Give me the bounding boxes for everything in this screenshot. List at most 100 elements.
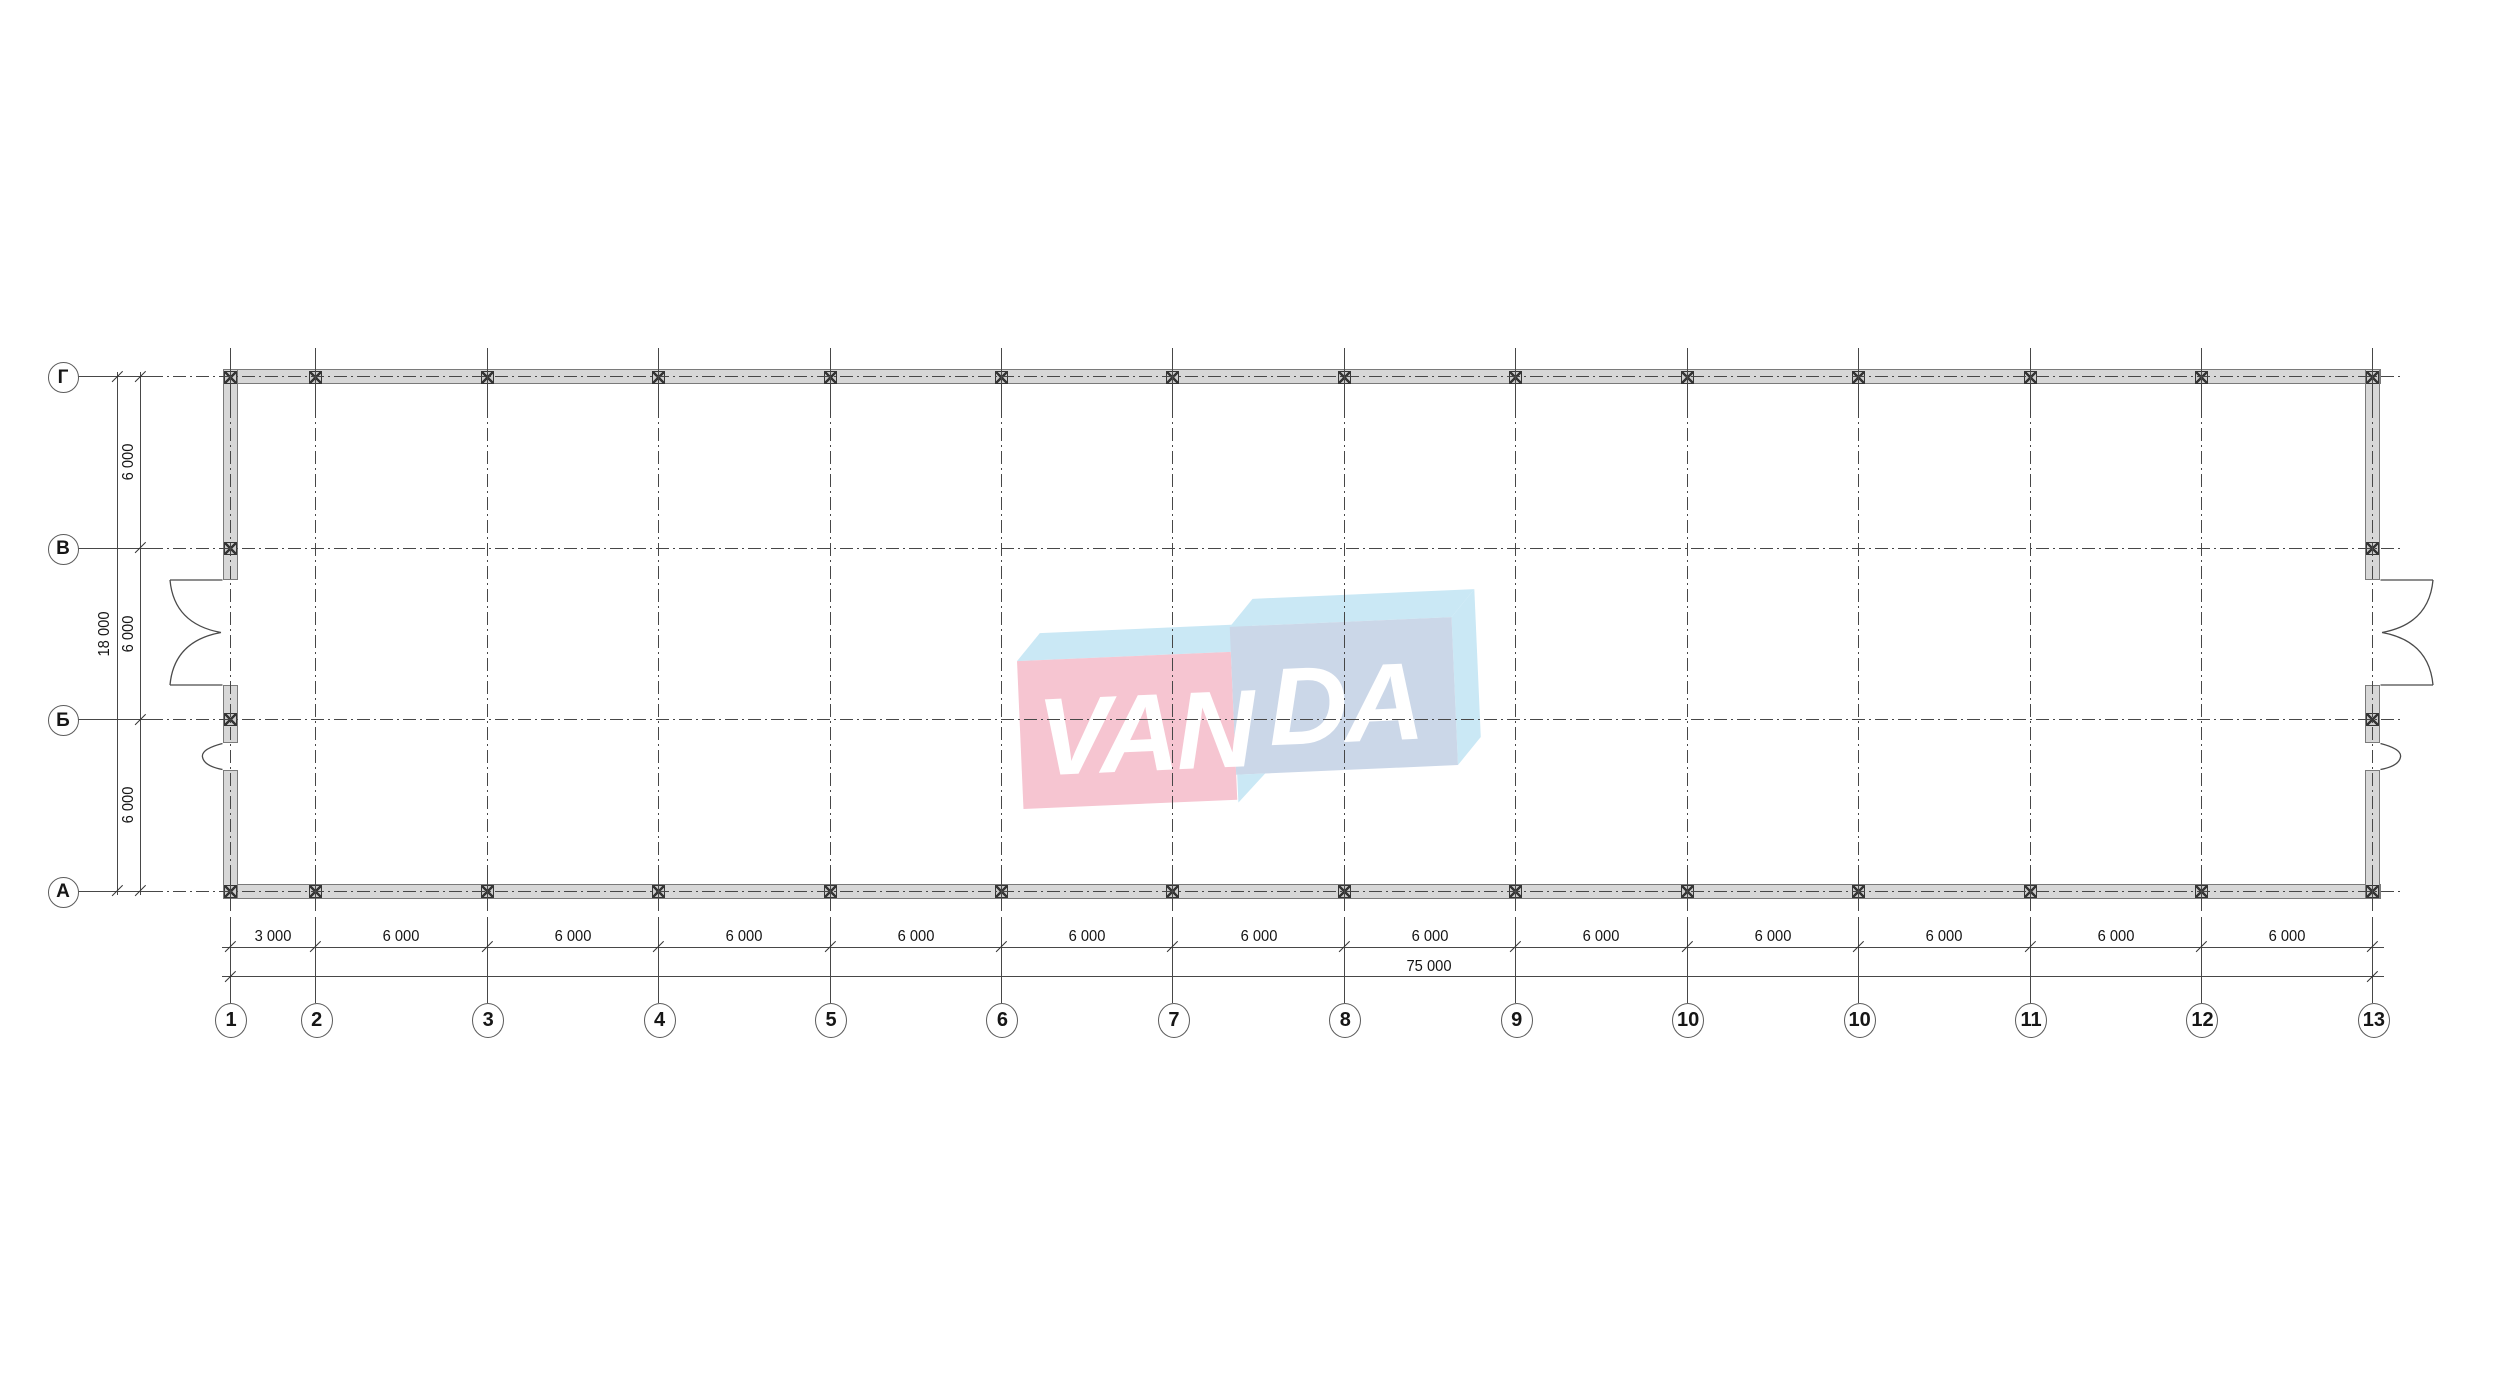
column-axis-line bbox=[1515, 405, 1517, 868]
column-bubble: 2 bbox=[300, 1003, 333, 1038]
column-axis-line bbox=[1000, 868, 1002, 911]
dimension-label-bottom-bay: 6 000 bbox=[1411, 928, 1449, 945]
dimension-label-bottom-bay: 6 000 bbox=[897, 928, 935, 945]
dimension-line-bottom-bays bbox=[222, 946, 2384, 948]
dimension-label-bottom-bay: 6 000 bbox=[1754, 928, 1792, 945]
row-axis-line bbox=[150, 719, 2400, 720]
column-axis-line bbox=[2200, 868, 2202, 911]
dimension-line-left-total bbox=[117, 372, 118, 895]
column-bubble: 7 bbox=[1157, 1003, 1190, 1038]
dimension-line-left-bays bbox=[139, 372, 141, 895]
column-axis-line bbox=[1858, 405, 1860, 868]
extension-line bbox=[315, 917, 317, 1003]
extension-line bbox=[829, 917, 831, 1003]
column-axis-line bbox=[486, 405, 488, 868]
row-bubble-label: Б bbox=[56, 709, 70, 731]
extension-line bbox=[1686, 917, 1688, 1003]
column-axis-line bbox=[229, 405, 231, 868]
extension-line bbox=[2372, 917, 2374, 1003]
column-axis-line bbox=[1686, 405, 1688, 868]
column-bubble: 4 bbox=[643, 1003, 676, 1038]
column-bubble-label: 4 bbox=[654, 1009, 666, 1031]
dimension-label-left-bay: 6 000 bbox=[119, 786, 137, 824]
column-bubble-label: 10 bbox=[1677, 1009, 1700, 1031]
column-bubble: 8 bbox=[1329, 1003, 1362, 1038]
double-door-left-swing-arcs bbox=[169, 579, 222, 686]
column-bubble: 11 bbox=[2015, 1003, 2048, 1038]
column-bubble-label: 13 bbox=[2362, 1009, 2386, 1031]
dimension-label-bottom-bay: 6 000 bbox=[554, 928, 592, 945]
pink-box-top-face bbox=[1017, 623, 1254, 662]
row-bubble-label: А bbox=[56, 881, 70, 902]
row-bubble: А bbox=[47, 876, 79, 908]
column-bubble: 3 bbox=[472, 1003, 505, 1038]
dimension-label-bottom-total: 75 000 bbox=[1406, 957, 1452, 975]
column-bubble: 1 bbox=[215, 1003, 247, 1038]
column-bubble-label: 6 bbox=[996, 1009, 1008, 1031]
column-axis-line bbox=[1343, 405, 1345, 868]
dimension-line-bottom-total bbox=[222, 976, 2384, 977]
extension-line bbox=[2029, 917, 2031, 1003]
double-door-right-leaves bbox=[2380, 579, 2433, 686]
dimension-label-bottom-bay: 6 000 bbox=[2097, 928, 2135, 945]
blue-box-top-face bbox=[1229, 589, 1475, 627]
column-axis-line bbox=[2372, 405, 2374, 868]
column-bubble: 12 bbox=[2186, 1003, 2219, 1038]
row-axis-line bbox=[150, 547, 2400, 549]
column-bubble-label: 3 bbox=[482, 1009, 494, 1031]
column-axis-line bbox=[829, 868, 831, 911]
column-axis-line bbox=[1515, 868, 1517, 911]
row-axis-line bbox=[76, 890, 150, 892]
extension-line bbox=[1343, 917, 1345, 1003]
row-bubble-label: Г bbox=[57, 366, 69, 388]
column-bubble-label: 5 bbox=[825, 1009, 837, 1031]
dimension-label-bottom-bay: 6 000 bbox=[1240, 928, 1277, 945]
row-bubble-label: В bbox=[56, 538, 70, 559]
watermark-text-van: VAN bbox=[1035, 667, 1261, 800]
single-door-right-swing bbox=[2380, 742, 2402, 771]
column-bubble-label: 10 bbox=[1848, 1009, 1871, 1031]
vanda-watermark-logo: VAN DA bbox=[1017, 589, 1481, 810]
column-axis-line bbox=[2029, 405, 2031, 868]
dimension-label-bottom-bay: 6 000 bbox=[2268, 928, 2306, 945]
double-door-left-leaves bbox=[170, 579, 223, 686]
row-axis-line bbox=[150, 376, 2400, 377]
column-axis-line bbox=[1858, 868, 1860, 911]
dimension-label-bottom-bay: 6 000 bbox=[383, 928, 420, 945]
dimension-label-bottom-bay: 6 000 bbox=[725, 928, 763, 945]
column-axis-line bbox=[1172, 868, 1174, 911]
column-bubble-label: 1 bbox=[225, 1009, 237, 1031]
column-axis-line bbox=[829, 405, 831, 868]
column-axis-line bbox=[1343, 868, 1345, 911]
column-axis-line bbox=[658, 868, 660, 911]
column-axis-line bbox=[1172, 405, 1174, 868]
column-bubble-label: 8 bbox=[1339, 1009, 1351, 1031]
row-axis-line bbox=[76, 547, 150, 549]
extension-line bbox=[658, 917, 660, 1003]
dimension-label-bottom-bay: 6 000 bbox=[1068, 928, 1106, 945]
column-axis-line bbox=[2372, 868, 2374, 911]
column-bubble: 10 bbox=[1672, 1003, 1705, 1038]
extension-line bbox=[1858, 917, 1860, 1003]
double-door-right-swing-arcs bbox=[2381, 579, 2434, 686]
row-axis-line bbox=[150, 890, 2400, 892]
pink-box-front-face bbox=[1017, 651, 1238, 810]
column-axis-line bbox=[315, 868, 317, 911]
extension-line bbox=[1515, 917, 1517, 1003]
dimension-label-bottom-bay: 6 000 bbox=[1925, 928, 1963, 945]
row-bubble: Б bbox=[47, 705, 79, 736]
extension-line bbox=[1172, 917, 1174, 1003]
column-axis-line bbox=[1000, 405, 1002, 868]
column-axis-line bbox=[1686, 868, 1688, 911]
extension-line bbox=[229, 917, 231, 1003]
row-bubble: Г bbox=[47, 362, 79, 393]
column-bubble-label: 2 bbox=[311, 1009, 323, 1031]
column-axis-line bbox=[486, 868, 488, 911]
column-bubble: 6 bbox=[986, 1003, 1019, 1038]
extension-line bbox=[486, 917, 488, 1003]
dimension-label-bottom-bay: 6 000 bbox=[1583, 928, 1620, 945]
extension-line bbox=[2200, 917, 2202, 1003]
blue-box-side-face bbox=[1451, 589, 1481, 766]
column-axis-line bbox=[315, 405, 317, 868]
